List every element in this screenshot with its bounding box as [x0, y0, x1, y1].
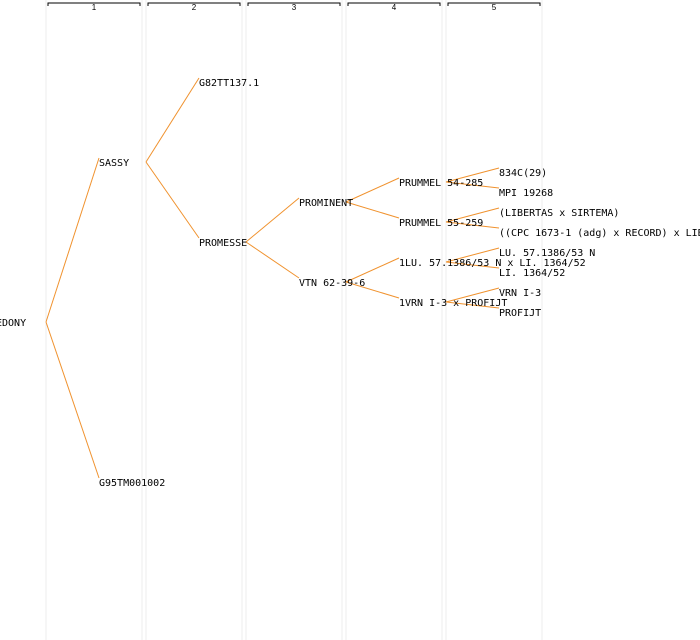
- pedigree-node-li[interactable]: LI. 1364/52: [499, 268, 565, 279]
- pedigree-node-lu2[interactable]: LU. 57.1386/53 N: [499, 248, 595, 259]
- generation-ruler: [347, 2, 441, 6]
- pedigree-edge: [45, 321, 100, 479]
- pedigree-node-prominent[interactable]: PROMINENT: [299, 198, 353, 209]
- pedigree-edge: [445, 181, 500, 189]
- pedigree-edge: [345, 281, 400, 299]
- pedigree-edge: [145, 77, 200, 163]
- generation-ruler: [447, 2, 541, 6]
- pedigree-node-g82[interactable]: G82TT137.1: [199, 78, 259, 89]
- pedigree-node-promesse[interactable]: PROMESSE: [199, 238, 247, 249]
- generation-number: 1: [92, 3, 97, 12]
- pedigree-node-vtn[interactable]: VTN 62-39-6: [299, 278, 365, 289]
- pedigree-edge: [445, 207, 500, 223]
- generation-number: 2: [192, 3, 197, 12]
- pedigree-edge: [445, 221, 500, 229]
- pedigree-node-vrn2[interactable]: VRN I-3: [499, 288, 541, 299]
- pedigree-node-prummel1[interactable]: PRUMMEL 54-285: [399, 178, 483, 189]
- generation-number: 5: [492, 3, 497, 12]
- generation-number: 3: [292, 3, 297, 12]
- pedigree-edge: [445, 261, 500, 269]
- pedigree-node-libertas[interactable]: (LIBERTAS x SIRTEMA): [499, 208, 619, 219]
- pedigree-node-lu1[interactable]: 1LU. 57.1386/53 N x LI. 1364/52: [399, 258, 586, 269]
- generation-number: 4: [392, 3, 397, 12]
- pedigree-edge: [145, 161, 200, 239]
- pedigree-edge: [245, 241, 300, 279]
- pedigree-edge: [345, 257, 400, 283]
- pedigree-node-sassy[interactable]: SASSY: [99, 158, 129, 169]
- pedigree-edge: [445, 167, 500, 183]
- pedigree-node-root[interactable]: EDONY: [0, 318, 26, 329]
- pedigree-edge: [445, 287, 500, 303]
- pedigree-edge: [345, 201, 400, 219]
- pedigree-node-cpc[interactable]: ((CPC 1673-1 (adg) x RECORD) x LIBERTAS): [499, 228, 700, 239]
- pedigree-node-vrn1[interactable]: 1VRN I-3 x PROFIJT: [399, 298, 507, 309]
- pedigree-edge: [445, 247, 500, 263]
- pedigree-node-mpi[interactable]: MPI 19268: [499, 188, 553, 199]
- pedigree-edge: [245, 197, 300, 243]
- pedigree-edge: [445, 301, 500, 309]
- generation-ruler: [247, 2, 341, 6]
- pedigree-node-g95[interactable]: G95TM001002: [99, 478, 165, 489]
- generation-ruler: [147, 2, 241, 6]
- pedigree-node-prummel2[interactable]: PRUMMEL 55-259: [399, 218, 483, 229]
- pedigree-node-profijt[interactable]: PROFIJT: [499, 308, 541, 319]
- pedigree-node-834c[interactable]: 834C(29): [499, 168, 547, 179]
- pedigree-edge: [345, 177, 400, 203]
- generation-ruler: [47, 2, 141, 6]
- pedigree-edge: [45, 157, 100, 323]
